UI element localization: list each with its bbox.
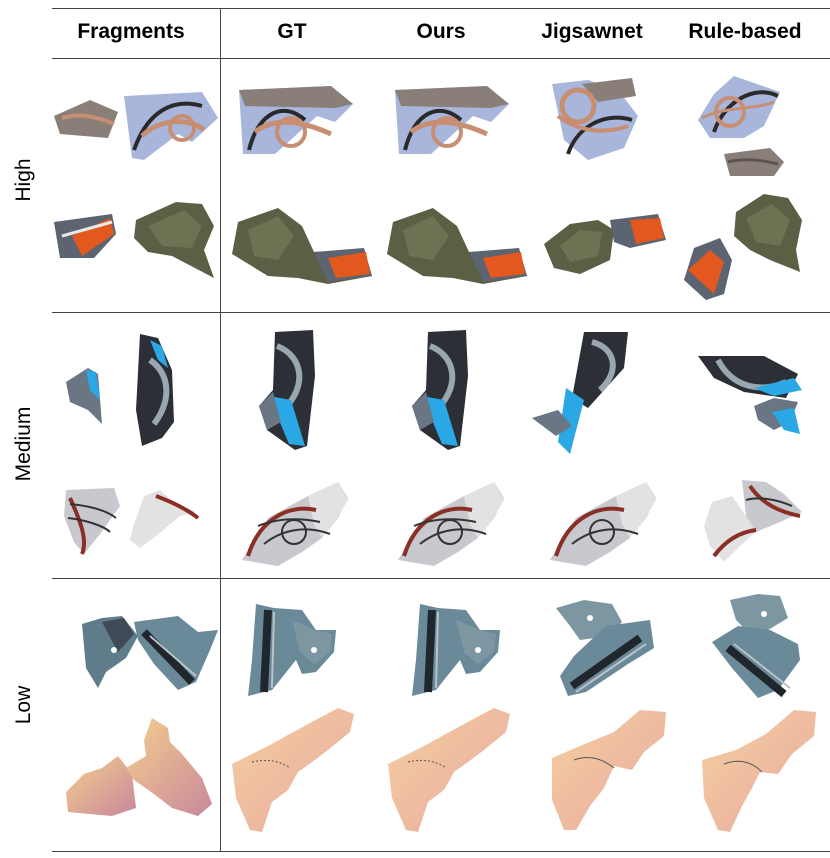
high-1-gt xyxy=(235,80,365,160)
low-2-ours xyxy=(384,702,514,837)
row-divider-high-medium xyxy=(52,312,830,313)
column-header-jigsawnet: Jigsawnet xyxy=(541,20,643,43)
high-1-fragments xyxy=(52,88,222,168)
low-2-gt xyxy=(228,702,358,837)
high-1-ours xyxy=(391,80,521,160)
bottom-rule xyxy=(52,851,830,852)
low-1-ours xyxy=(408,600,508,700)
high-1-rule-based xyxy=(694,72,804,182)
medium-2-ours xyxy=(394,478,509,568)
row-divider-medium-low xyxy=(52,578,830,579)
high-2-ours xyxy=(383,196,533,286)
medium-1-ours xyxy=(408,326,488,456)
low-2-jigsawnet xyxy=(544,702,674,837)
low-1-fragments xyxy=(78,612,223,692)
column-header-rule-based: Rule-based xyxy=(688,20,802,43)
high-2-jigsawnet xyxy=(540,200,670,280)
top-rule xyxy=(52,8,830,9)
low-2-rule-based xyxy=(696,702,826,837)
high-2-gt xyxy=(228,196,378,286)
medium-1-jigsawnet xyxy=(528,328,638,463)
medium-1-fragments xyxy=(58,330,208,455)
medium-1-gt xyxy=(255,326,335,456)
fragments-divider xyxy=(220,8,221,851)
fragment-piece xyxy=(54,100,118,138)
low-1-jigsawnet xyxy=(550,596,660,706)
row-label-low: Low xyxy=(12,685,35,725)
medium-2-jigsawnet xyxy=(546,478,661,568)
column-header-fragments: Fragments xyxy=(77,20,185,43)
high-1-jigsawnet xyxy=(548,76,648,166)
medium-1-rule-based xyxy=(694,350,814,440)
row-label-high: High xyxy=(12,158,35,202)
low-2-fragments xyxy=(62,712,217,822)
medium-2-rule-based xyxy=(700,476,810,571)
low-1-rule-based xyxy=(708,590,808,705)
high-2-rule-based xyxy=(680,190,810,310)
medium-2-gt xyxy=(238,478,353,568)
column-header-ours: Ours xyxy=(416,20,466,43)
header-rule xyxy=(52,58,830,59)
row-label-medium: Medium xyxy=(12,406,35,482)
column-header-gt: GT xyxy=(277,20,307,43)
medium-2-fragments xyxy=(60,484,210,559)
high-2-fragments xyxy=(52,196,222,286)
low-1-gt xyxy=(244,600,344,700)
